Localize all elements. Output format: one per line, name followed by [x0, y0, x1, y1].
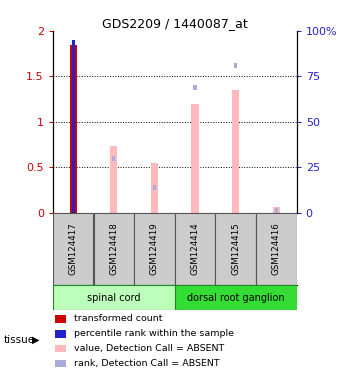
Bar — [273, 207, 280, 213]
Text: spinal cord: spinal cord — [87, 293, 140, 303]
Text: percentile rank within the sample: percentile rank within the sample — [74, 329, 234, 338]
Text: GSM124418: GSM124418 — [109, 223, 118, 275]
Text: GSM124415: GSM124415 — [231, 223, 240, 275]
Bar — [151, 163, 158, 213]
Bar — [216, 213, 256, 285]
Bar — [256, 213, 297, 285]
Text: value, Detection Call = ABSENT: value, Detection Call = ABSENT — [74, 344, 224, 353]
Text: transformed count: transformed count — [74, 314, 162, 323]
Bar — [275, 208, 278, 213]
Text: dorsal root ganglion: dorsal root ganglion — [187, 293, 284, 303]
Text: GSM124417: GSM124417 — [69, 223, 78, 275]
Bar — [53, 213, 93, 285]
Bar — [134, 213, 175, 285]
Text: GSM124416: GSM124416 — [272, 223, 281, 275]
Bar — [55, 329, 66, 338]
Bar — [234, 63, 237, 68]
Bar — [55, 359, 66, 367]
Bar — [93, 213, 134, 285]
Bar — [175, 285, 297, 310]
Bar — [55, 315, 66, 323]
Bar — [72, 40, 75, 213]
Bar — [53, 285, 175, 310]
Text: rank, Detection Call = ABSENT: rank, Detection Call = ABSENT — [74, 359, 219, 368]
Bar — [55, 344, 66, 353]
Bar — [193, 85, 197, 89]
Bar — [232, 90, 239, 213]
Text: GSM124419: GSM124419 — [150, 223, 159, 275]
Text: ▶: ▶ — [32, 335, 40, 345]
Text: GSM124414: GSM124414 — [191, 223, 199, 275]
Bar — [175, 213, 216, 285]
Text: tissue: tissue — [3, 335, 34, 345]
Title: GDS2209 / 1440087_at: GDS2209 / 1440087_at — [102, 17, 248, 30]
Bar — [191, 104, 199, 213]
Bar — [110, 146, 117, 213]
Bar — [112, 156, 116, 161]
Bar — [70, 45, 77, 213]
Bar — [153, 185, 156, 190]
